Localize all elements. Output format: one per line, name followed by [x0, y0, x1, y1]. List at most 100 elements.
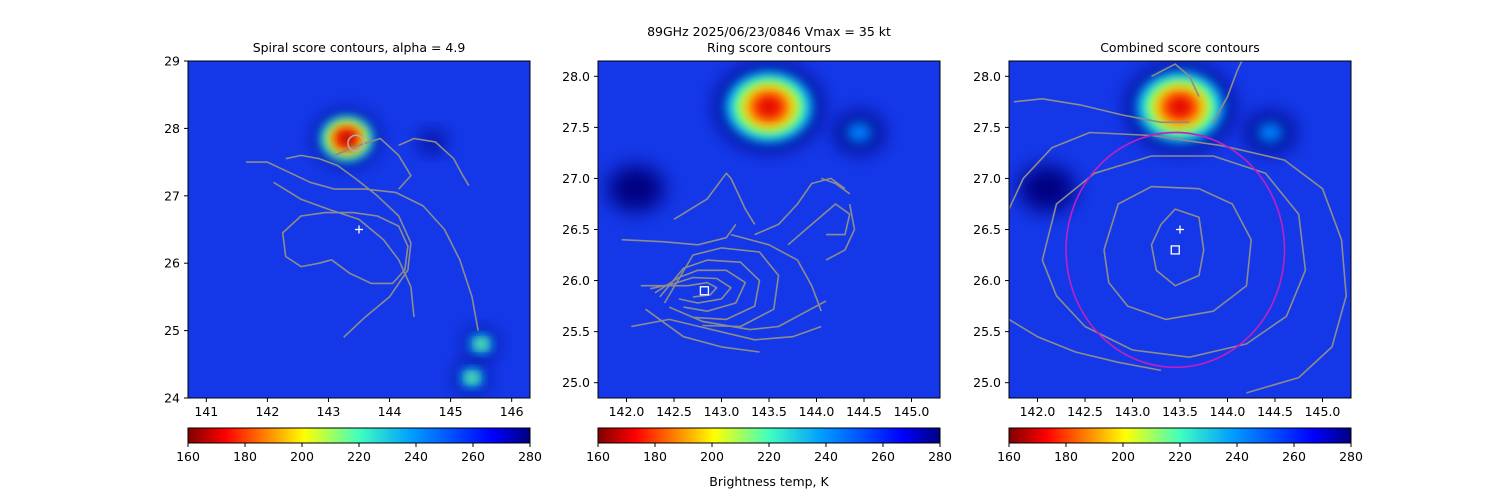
contour-line [668, 300, 827, 331]
colorbar-tick-label: 180 [233, 449, 257, 464]
colorbar-tick-label: 180 [643, 449, 667, 464]
colorbar-tick-label: 280 [928, 449, 952, 464]
colorbar-tick-label: 180 [1054, 449, 1078, 464]
colorbar-tick-label: 160 [997, 449, 1021, 464]
axes-title: Spiral score contours, alpha = 4.9 [253, 40, 466, 55]
cold-core [716, 64, 822, 150]
x-tick-label: 142.0 [609, 404, 645, 419]
y-tick-label: 27.0 [973, 171, 1001, 186]
colorbar-label: Brightness temp, K [709, 474, 829, 489]
colorbar-tick-label: 240 [404, 449, 428, 464]
x-tick-label: 143 [317, 404, 341, 419]
contour-line [825, 203, 856, 261]
x-tick-label: 141 [194, 404, 218, 419]
contour-line [1009, 131, 1347, 394]
contour-line [645, 308, 760, 353]
colorbar-tick-label: 240 [814, 449, 838, 464]
y-tick-label: 26.0 [973, 273, 1001, 288]
contour-line [659, 259, 761, 321]
y-tick-label: 27.0 [562, 171, 590, 186]
cold-core [1127, 64, 1233, 150]
cold-core [465, 331, 497, 357]
contour-line [1013, 98, 1190, 124]
x-tick-label: 142 [255, 404, 279, 419]
colorbar-tick-label: 260 [461, 449, 485, 464]
y-tick-label: 28 [164, 121, 180, 136]
center-plus-marker [355, 225, 363, 234]
contour-line [1150, 208, 1205, 287]
axes-title: Combined score contours [1100, 40, 1260, 55]
y-tick-label: 25.0 [973, 375, 1001, 390]
y-tick-label: 26.5 [973, 222, 1001, 237]
contour-line [1103, 185, 1252, 321]
x-tick-label: 144.0 [799, 404, 835, 419]
center-plus-marker [1176, 225, 1184, 234]
contour-line [787, 203, 851, 246]
contour-line [621, 223, 737, 246]
y-tick-label: 26 [164, 256, 180, 271]
x-tick-label: 143.0 [704, 404, 740, 419]
heatmap-image [188, 61, 530, 398]
heatmap-image [598, 61, 940, 398]
y-tick-label: 27.5 [562, 120, 590, 135]
colorbar-tick-label: 220 [757, 449, 781, 464]
colorbar-tick-label: 160 [176, 449, 200, 464]
colorbar: 160 180 200 220 240 260 280 [176, 427, 542, 464]
center-square-marker [699, 286, 710, 296]
colorbar-tick-label: 200 [700, 449, 724, 464]
x-tick-label: 143.5 [751, 404, 787, 419]
colorbar-gradient [187, 427, 531, 444]
contour-line [334, 137, 412, 190]
axes-title: Ring score contours [707, 40, 831, 55]
x-tick-label: 142.0 [1020, 404, 1056, 419]
contour-line [631, 318, 822, 341]
panel-ring: Ring score contours 142.0 142.5 143.0 143.5 1… [562, 40, 952, 464]
fit-ring [1065, 131, 1286, 369]
x-tick-label: 144.5 [1257, 404, 1293, 419]
colorbar-tick-label: 260 [1282, 449, 1306, 464]
colorbar-tick-label: 280 [1339, 449, 1363, 464]
y-tick-label: 28.0 [562, 69, 590, 84]
cold-core [1018, 165, 1076, 212]
contour-line [1041, 155, 1307, 359]
x-tick-label: 145.0 [1305, 404, 1341, 419]
x-tick-label: 143.0 [1115, 404, 1151, 419]
colorbar-gradient [597, 427, 941, 444]
x-tick-label: 145 [439, 404, 463, 419]
contour-line [663, 247, 780, 328]
contour-line [1212, 61, 1243, 123]
colorbar-tick-label: 220 [1168, 449, 1192, 464]
center-square-marker [1170, 245, 1180, 255]
contour-line [673, 172, 756, 225]
y-tick-label: 27 [164, 188, 180, 203]
contour-line [754, 177, 846, 236]
colorbar-tick-label: 260 [871, 449, 895, 464]
y-tick-label: 25.0 [562, 375, 590, 390]
colorbar-gradient [1008, 427, 1352, 444]
contour-line [654, 269, 747, 313]
contour-line [281, 211, 409, 285]
contour-line [246, 161, 479, 331]
cold-core [316, 113, 378, 164]
colorbar-tick-label: 240 [1225, 449, 1249, 464]
x-tick-label: 144.0 [1210, 404, 1246, 419]
x-tick-label: 146 [500, 404, 524, 419]
x-tick-label: 142.5 [656, 404, 692, 419]
y-tick-label: 25.5 [973, 324, 1001, 339]
contour-lines [246, 137, 479, 338]
y-tick-label: 28.0 [973, 69, 1001, 84]
cold-core [1246, 113, 1294, 152]
y-tick-label: 26.0 [562, 273, 590, 288]
figure-suptitle: 89GHz 2025/06/23/0846 Vmax = 35 kt [647, 24, 891, 39]
panel-combined: Combined score contours 142.0 142.5 143.0 14… [973, 40, 1363, 464]
colorbar-tick-label: 200 [290, 449, 314, 464]
contour-lines [621, 172, 856, 353]
x-tick-label: 144 [378, 404, 402, 419]
contour-line [398, 137, 470, 187]
y-tick-label: 29 [164, 54, 180, 69]
y-tick-label: 27.5 [973, 120, 1001, 135]
axes-frame [187, 60, 531, 399]
colorbar-tick-label: 200 [1111, 449, 1135, 464]
y-tick-label: 25 [164, 323, 180, 338]
